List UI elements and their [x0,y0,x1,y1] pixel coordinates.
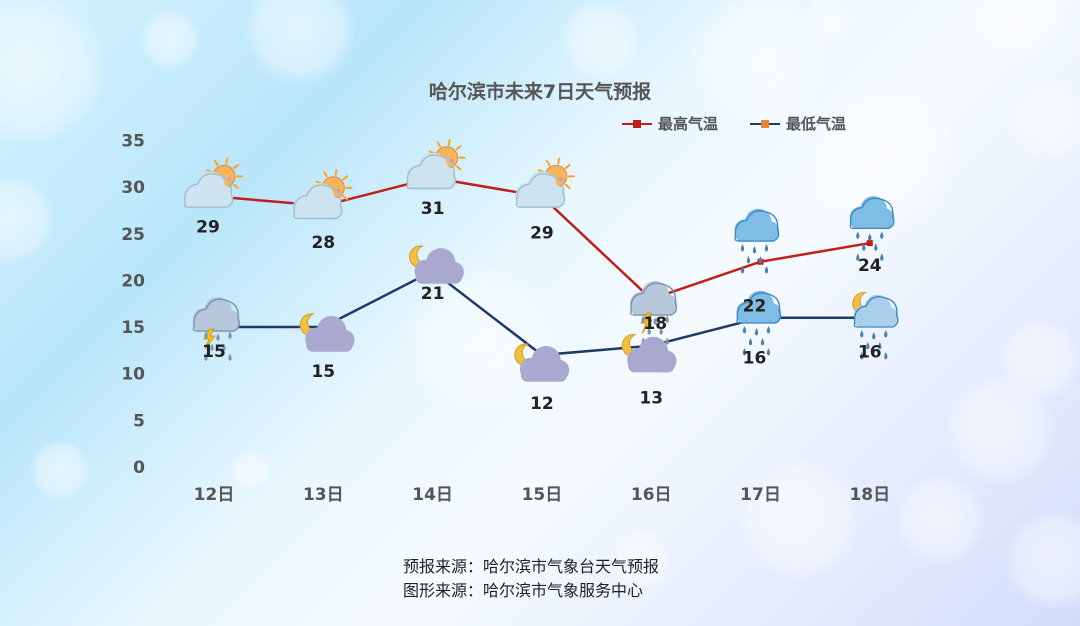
high-temp-point [866,240,873,247]
legend-low-label: 最低气温 [786,115,847,133]
x-tick-label: 14日 [412,485,453,505]
legend-high: 最高气温 [622,113,718,134]
footer: 预报来源：哈尔滨市气象台天气预报 图形来源：哈尔滨市气象服务中心 [403,555,659,603]
high-temp-label: 28 [311,233,335,253]
thunderstorm-icon [630,281,678,345]
high-temp-label: 18 [643,314,667,334]
y-tick-label: 5 [133,411,145,431]
rain-icon [736,290,782,356]
low-temp-label: 16 [743,349,767,369]
chart-title: 哈尔滨市未来7日天气预报 [428,81,652,103]
low-temp-label: 16 [858,343,882,363]
y-tick-label: 35 [121,131,145,151]
sun-cloud-icon [406,139,466,190]
y-tick-label: 15 [121,318,145,338]
sun-cloud-icon [293,169,353,220]
y-tick-label: 30 [121,178,145,198]
y-tick-label: 10 [121,365,145,385]
x-tick-label: 12日 [194,485,235,505]
moon-cloud-icon [299,313,355,352]
rain-icon [849,196,895,261]
low-temp-label: 15 [202,342,226,362]
high-temp-label: 24 [858,256,882,276]
legend-high-swatch [622,119,652,129]
x-tick-label: 17日 [740,485,781,505]
graphic-source: 图形来源：哈尔滨市气象服务中心 [403,581,644,600]
high-temp-label: 29 [196,217,220,237]
x-tick-label: 15日 [522,485,563,505]
x-tick-label: 18日 [849,485,890,505]
high-temp-label: 31 [421,199,445,219]
x-tick-label: 16日 [631,485,672,505]
y-tick-label: 0 [133,458,145,478]
weather-icons [183,139,899,382]
moon-rain-icon [852,292,899,360]
sun-cloud-icon [515,157,575,208]
moon-cloud-icon [514,343,570,382]
high-temp-label: 22 [743,297,767,317]
high-temp-label: 29 [530,223,554,243]
rain-icon [734,208,780,274]
legend-low: 最低气温 [750,113,846,134]
low-temp-label: 21 [421,284,445,304]
x-axis: 12日 13日 14日 15日 16日 17日 18日 [194,485,890,505]
data-labels: 29 28 31 29 18 22 24 15 15 21 12 13 16 16 [196,199,882,414]
legend-low-swatch [750,119,780,129]
low-temp-label: 12 [530,394,554,414]
y-tick-label: 20 [121,271,145,291]
y-axis: 0 5 10 15 20 25 30 35 [121,131,145,478]
moon-cloud-icon [621,334,677,373]
thunderstorm-icon [192,297,241,361]
y-tick-label: 25 [121,225,145,245]
low-temp-label: 15 [311,362,335,382]
forecast-source: 预报来源：哈尔滨市气象台天气预报 [403,557,660,576]
x-tick-label: 13日 [303,485,344,505]
low-temp-label: 13 [639,389,663,409]
legend-high-label: 最高气温 [658,115,719,133]
sun-cloud-icon [183,157,243,208]
moon-cloud-icon [409,245,464,284]
